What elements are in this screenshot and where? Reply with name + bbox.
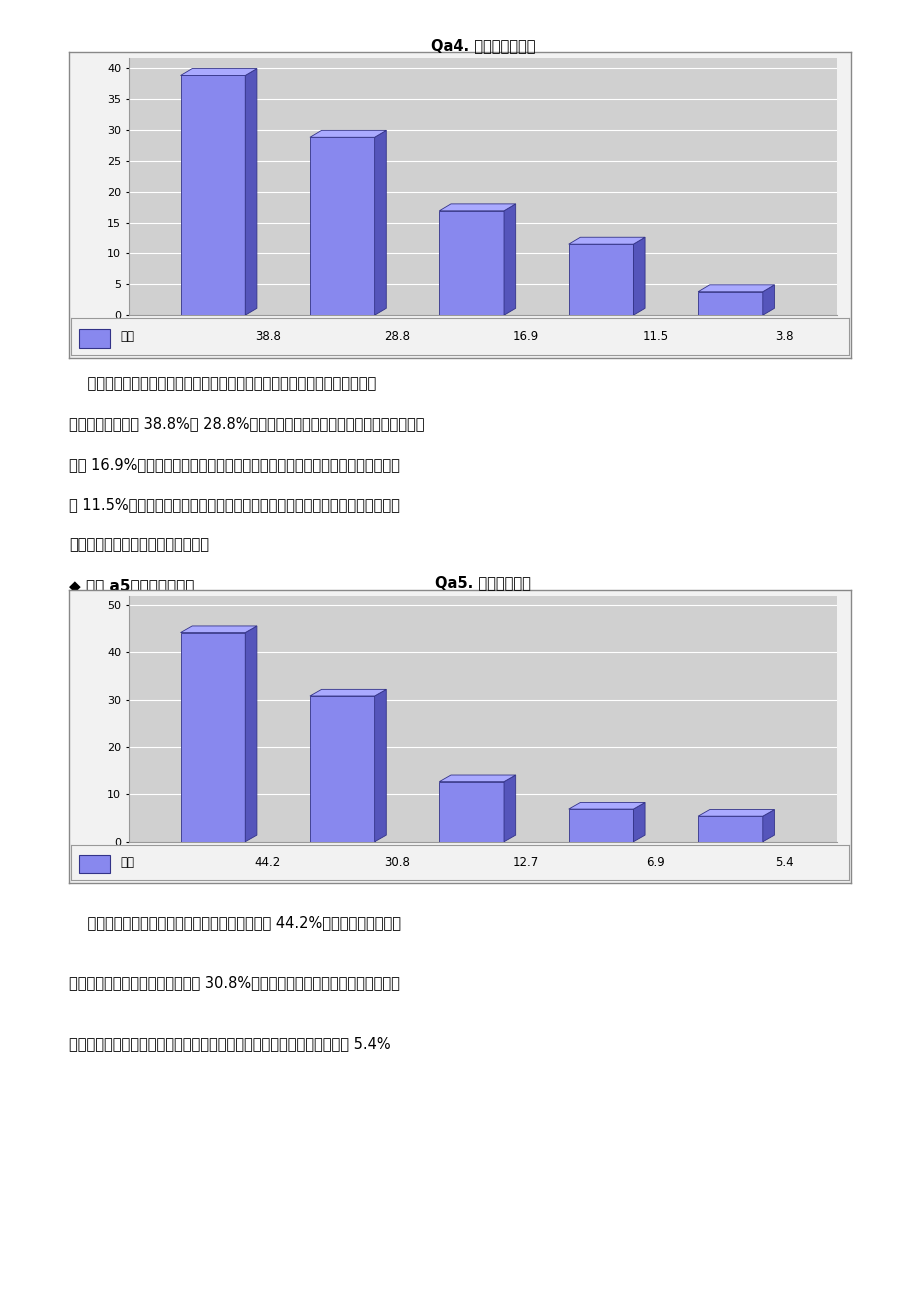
Polygon shape xyxy=(374,130,386,315)
Bar xyxy=(568,245,632,315)
Polygon shape xyxy=(504,204,516,315)
Bar xyxy=(310,137,374,315)
Polygon shape xyxy=(504,775,516,841)
Polygon shape xyxy=(568,237,644,245)
Text: ◆ 问题 a5：目前居住区域: ◆ 问题 a5：目前居住区域 xyxy=(69,578,194,594)
Polygon shape xyxy=(762,285,774,315)
Polygon shape xyxy=(310,130,386,137)
Bar xyxy=(439,781,504,841)
Polygon shape xyxy=(632,802,644,841)
Text: 达 11.5%。随着汉中市住宅市场的日趋成熟，自建房的比重将逐步减小，商品房: 达 11.5%。随着汉中市住宅市场的日趋成熟，自建房的比重将逐步减小，商品房 xyxy=(69,497,400,512)
Text: 市场应该具有较大的上升发展空间。: 市场应该具有较大的上升发展空间。 xyxy=(69,538,209,552)
Text: 区中心区外，一环路以内区域，有 30.8%的被访者居住在汉台区中心区域。而在: 区中心区外，一环路以内区域，有 30.8%的被访者居住在汉台区中心区域。而在 xyxy=(69,975,400,991)
Polygon shape xyxy=(180,626,256,633)
Polygon shape xyxy=(762,810,774,841)
Polygon shape xyxy=(698,285,774,292)
Text: 28.8: 28.8 xyxy=(383,331,410,344)
Text: 12.7: 12.7 xyxy=(513,855,539,868)
Title: Qa4. 目前的住房来源: Qa4. 目前的住房来源 xyxy=(430,38,535,53)
Text: 5.4: 5.4 xyxy=(775,855,793,868)
Polygon shape xyxy=(245,69,256,315)
Polygon shape xyxy=(245,626,256,841)
Text: 6.9: 6.9 xyxy=(645,855,664,868)
Bar xyxy=(698,292,762,315)
Text: 比例: 比例 xyxy=(120,855,134,868)
Bar xyxy=(698,816,762,841)
Title: Qa5. 目前居住区域: Qa5. 目前居住区域 xyxy=(435,575,530,590)
Polygon shape xyxy=(439,204,516,211)
Polygon shape xyxy=(439,775,516,781)
Text: 3.8: 3.8 xyxy=(775,331,793,344)
Bar xyxy=(180,76,245,315)
Text: 44.2: 44.2 xyxy=(255,855,280,868)
Text: 在目前的住宅状况中，最为明显的特征是单位集资建房和商品房两种形式，: 在目前的住宅状况中，最为明显的特征是单位集资建房和商品房两种形式， xyxy=(69,376,376,391)
Polygon shape xyxy=(310,689,386,697)
Text: 例为 16.9%。另外，自建房在汉中市，特别是郊区、郊县，仍占有一部分比例，: 例为 16.9%。另外，自建房在汉中市，特别是郊区、郊县，仍占有一部分比例， xyxy=(69,457,400,471)
Text: 比例: 比例 xyxy=(120,331,134,344)
Polygon shape xyxy=(180,69,256,76)
Text: 30.8: 30.8 xyxy=(383,855,410,868)
Bar xyxy=(180,633,245,841)
Text: 38.8: 38.8 xyxy=(255,331,280,344)
Bar xyxy=(568,809,632,841)
Bar xyxy=(78,329,109,348)
Text: 16.9: 16.9 xyxy=(513,331,539,344)
Bar xyxy=(310,697,374,841)
Polygon shape xyxy=(698,810,774,816)
Polygon shape xyxy=(632,237,644,315)
Bar xyxy=(78,855,109,874)
Polygon shape xyxy=(568,802,644,809)
Text: 所占的比例依次为 38.8%和 28.8%。而租赁房的比例则明显低于前两种形式，比: 所占的比例依次为 38.8%和 28.8%。而租赁房的比例则明显低于前两种形式，… xyxy=(69,417,424,431)
Text: 由上图可知，被访者主要居住在汉台区，其中有 44.2%的被访者居住在汉台: 由上图可知，被访者主要居住在汉台区，其中有 44.2%的被访者居住在汉台 xyxy=(69,915,401,930)
Bar xyxy=(439,211,504,315)
Text: 11.5: 11.5 xyxy=(641,331,668,344)
Text: 郊区及郊县区域居住者明显偏少，尤其在汉中经济开发北区，被访者仅有 5.4%: 郊区及郊县区域居住者明显偏少，尤其在汉中经济开发北区，被访者仅有 5.4% xyxy=(69,1036,391,1051)
Polygon shape xyxy=(374,689,386,841)
